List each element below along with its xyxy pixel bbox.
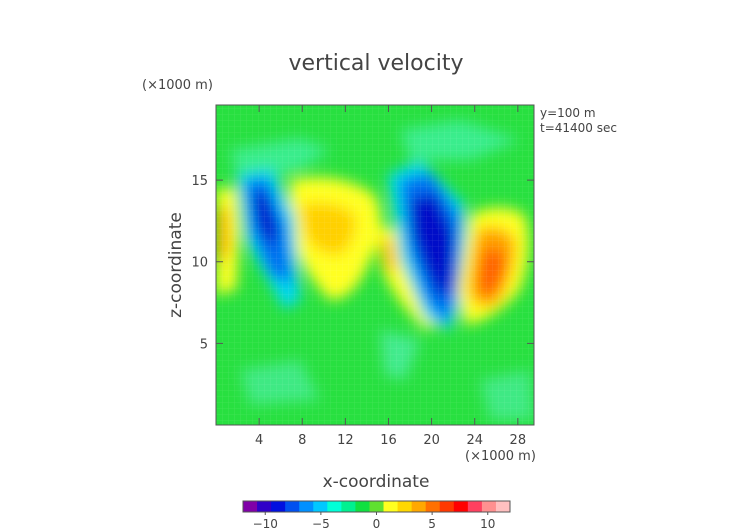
colorbar-ticks: −10 −5 0 5 10 (253, 512, 495, 531)
colorbar-tick-label: −5 (312, 517, 330, 531)
colorbar-swatch (341, 501, 356, 512)
colorbar-swatch (299, 501, 314, 512)
plot-area (216, 105, 534, 425)
colorbar-swatch (271, 501, 286, 512)
x-tick-label: 8 (298, 433, 306, 448)
colorbar-swatch (369, 501, 384, 512)
x-tick-label: 20 (423, 433, 440, 448)
y-axis: 5 10 15 (191, 174, 534, 352)
colorbar-swatch (495, 501, 511, 512)
colorbar-swatch (397, 501, 413, 512)
plot-frame (215, 104, 535, 426)
y-tick-label: 5 (200, 337, 208, 352)
colorbar (242, 500, 511, 513)
y-tick-label: 15 (191, 174, 208, 189)
colorbar-swatch (285, 501, 300, 512)
x-unit-label: (×1000 m) (465, 449, 536, 464)
colorbar-swatch (313, 501, 328, 512)
colorbar-swatch (425, 501, 441, 512)
colorbar-swatch (257, 501, 272, 512)
colorbar-swatch (411, 501, 427, 512)
x-tick-label: 16 (380, 433, 397, 448)
colorbar-swatch (467, 501, 483, 512)
x-tick-label: 28 (510, 433, 527, 448)
y-unit-label: (×1000 m) (142, 78, 213, 93)
chart-title: vertical velocity (288, 51, 463, 76)
colorbar-tick-label: −10 (253, 517, 278, 531)
colorbar-swatch (439, 501, 455, 512)
grid-overlay (216, 105, 534, 425)
x-tick-label: 24 (466, 433, 483, 448)
colorbar-swatch (453, 501, 469, 512)
x-tick-label: 4 (255, 433, 263, 448)
x-axis: 4 8 12 16 20 24 28 (255, 105, 526, 448)
colorbar-swatch (481, 501, 497, 512)
colorbar-swatch (355, 501, 370, 512)
colorbar-tick-label: 5 (428, 517, 436, 531)
annotation-time: t=41400 sec (540, 121, 617, 135)
colorbar-tick-label: 0 (373, 517, 381, 531)
colorbar-swatch (383, 501, 398, 512)
colorbar-tick-label: 10 (480, 517, 495, 531)
y-tick-label: 10 (191, 256, 208, 271)
x-axis-label: x-coordinate (323, 472, 430, 492)
colorbar-swatch (243, 501, 258, 512)
colorbar-swatch (327, 501, 342, 512)
y-axis-label: z-coordinate (166, 212, 186, 318)
x-tick-label: 12 (337, 433, 354, 448)
annotation-y: y=100 m (540, 106, 596, 120)
